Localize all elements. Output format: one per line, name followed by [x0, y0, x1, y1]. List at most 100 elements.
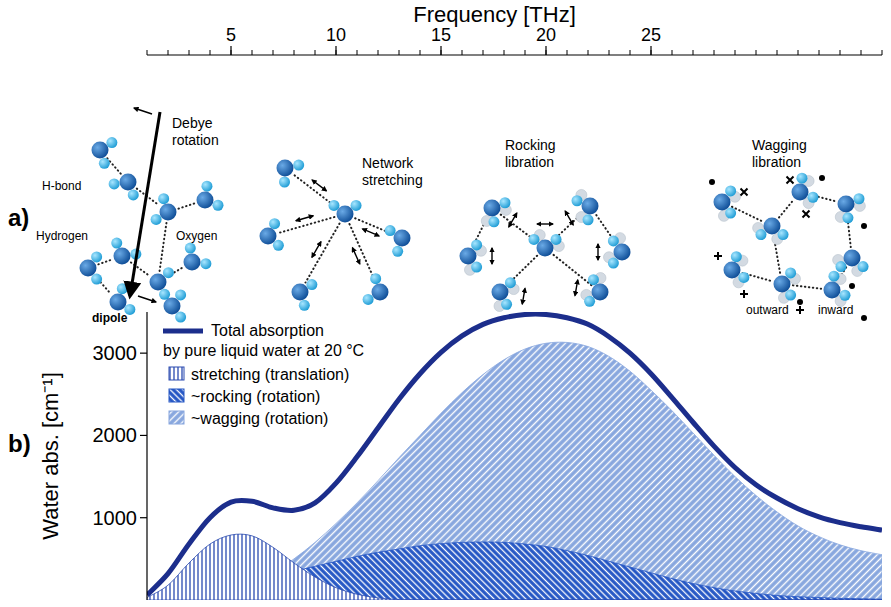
- plus-symbol: [740, 290, 748, 298]
- legend: Total absorptionby pure liquid water at …: [163, 322, 364, 427]
- h-bond: [793, 285, 821, 288]
- x-axis-title: Frequency [THz]: [413, 2, 576, 27]
- motion-arrow: [312, 180, 326, 191]
- plus-symbol: [796, 306, 804, 314]
- oxygen: [160, 204, 177, 221]
- hydrogen: [755, 229, 766, 240]
- y-tick-label: 1000: [93, 507, 138, 529]
- hydrogen: [163, 267, 174, 278]
- hydrogen: [572, 195, 583, 206]
- hydrogen: [279, 176, 290, 187]
- hydrogen: [299, 300, 310, 311]
- water-molecule: [109, 174, 139, 201]
- hydrogen: [293, 160, 304, 171]
- water-molecule: [824, 271, 851, 307]
- diagram-label: Oxygen: [176, 229, 217, 243]
- h-bond: [279, 217, 335, 233]
- water-molecule: [363, 273, 389, 305]
- hydrogen: [158, 193, 169, 204]
- hydrogen: [835, 261, 846, 272]
- title-line: Rocking: [505, 137, 556, 153]
- total-line: [147, 314, 882, 595]
- hydrogen: [608, 235, 619, 246]
- area: [147, 342, 882, 600]
- minor-tick: [630, 50, 631, 55]
- oxygen: [537, 240, 554, 257]
- water-molecule: [492, 277, 520, 311]
- motion-arrow: [597, 244, 598, 260]
- hydrogen: [583, 214, 594, 225]
- title-line: Wagging: [752, 137, 807, 153]
- hydrogen: [351, 200, 362, 211]
- hydrogen: [584, 296, 595, 307]
- legend-swatch: [169, 411, 184, 424]
- minor-tick: [210, 50, 211, 55]
- dot-symbol: [819, 175, 825, 181]
- minor-tick: [672, 50, 673, 55]
- oxygen: [80, 260, 97, 277]
- x-tick-label: 25: [641, 25, 661, 45]
- oxygen: [582, 198, 599, 215]
- diagram-label: outward: [746, 303, 789, 317]
- x-tick: [440, 46, 441, 55]
- hydrogen: [501, 299, 512, 310]
- water-molecule: [151, 193, 177, 225]
- water-molecule: [260, 218, 284, 251]
- h-bond: [732, 207, 762, 221]
- oxygen: [592, 284, 609, 301]
- oxygen: [460, 248, 477, 265]
- panel-title: Debyerotation: [172, 115, 219, 148]
- hydrogen: [201, 181, 212, 192]
- oxygen: [164, 298, 181, 315]
- oxygen: [484, 200, 501, 217]
- y-tick-label: 3000: [93, 342, 138, 364]
- hydrogen: [392, 246, 403, 257]
- water-molecule: [184, 243, 212, 271]
- minor-tick: [861, 50, 862, 55]
- h-bond: [107, 158, 121, 173]
- x-tick-label: 10: [326, 25, 346, 45]
- dot-symbol: [861, 223, 867, 229]
- minor-tick: [714, 50, 715, 55]
- hydrogen: [151, 214, 162, 225]
- legend-label: stretching (translation): [191, 366, 349, 383]
- hydrogen: [731, 251, 742, 262]
- oxygen: [774, 276, 791, 293]
- hydrogen: [91, 251, 102, 262]
- minor-tick: [168, 50, 169, 55]
- hydrogen: [306, 279, 317, 290]
- dot-symbol: [797, 299, 803, 305]
- y-axis-line: [146, 312, 147, 600]
- minor-tick: [189, 50, 190, 55]
- minor-tick: [819, 50, 820, 55]
- hydrogen: [488, 216, 499, 227]
- diagram-label: dipole: [92, 311, 128, 325]
- hydrogen: [807, 192, 818, 203]
- y-tick: [140, 435, 147, 436]
- hydrogen: [839, 290, 850, 301]
- hydrogen: [528, 234, 539, 245]
- hydrogen: [853, 193, 864, 204]
- minor-tick: [735, 50, 736, 55]
- y-axis: 100020003000Water abs. [cm⁻¹]: [38, 312, 147, 600]
- hydrogen: [385, 225, 396, 236]
- hydrogen: [471, 262, 482, 273]
- y-tick: [140, 353, 147, 354]
- title-line: libration: [505, 154, 554, 170]
- minor-tick: [777, 50, 778, 55]
- x-tick-label: 5: [226, 25, 236, 45]
- diagram-label: H-bond: [42, 179, 81, 193]
- hydrogen: [111, 238, 122, 249]
- water-molecule: [714, 185, 741, 221]
- hydrogen: [91, 274, 102, 285]
- oxygen: [184, 254, 201, 271]
- x-tick-label: 15: [431, 25, 451, 45]
- hydrogen: [778, 229, 789, 240]
- hydrogen: [370, 273, 381, 284]
- hydrogen: [551, 234, 562, 245]
- oxygen: [394, 230, 411, 247]
- minor-tick: [504, 50, 505, 55]
- water-molecule: [164, 289, 187, 322]
- h-bond: [305, 224, 339, 283]
- title-line: stretching: [362, 172, 423, 188]
